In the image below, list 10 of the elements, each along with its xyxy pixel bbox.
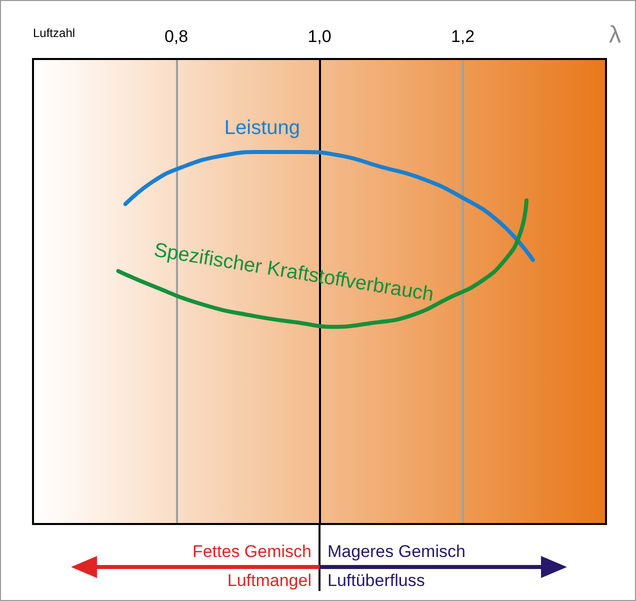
- x-tick-label: 0,8: [164, 27, 188, 46]
- x-axis-title: λ: [609, 22, 621, 48]
- x-tick-label: 1,2: [450, 27, 475, 46]
- text: Luftmangel: [227, 571, 312, 590]
- x-tick-label: 1,0: [308, 27, 332, 46]
- text: Fettes Gemisch: [192, 542, 312, 561]
- series-label: Leistung: [224, 117, 300, 139]
- text: Luftüberfluss: [328, 571, 425, 590]
- text: Mageres Gemisch: [328, 542, 466, 561]
- text: Luftzahl: [33, 26, 76, 40]
